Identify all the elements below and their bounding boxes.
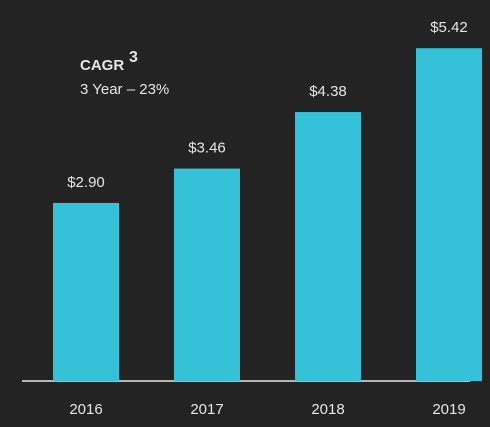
bar: [416, 48, 482, 381]
x-tick-label: 2018: [311, 401, 344, 418]
x-tick-label: 2019: [432, 401, 465, 418]
bar: [53, 202, 119, 381]
bar: [295, 112, 361, 382]
value-label: $5.42: [430, 19, 468, 36]
value-label: $2.90: [67, 174, 105, 191]
x-tick-label: 2016: [69, 401, 102, 418]
annotation-superscript: 3: [129, 49, 138, 66]
value-label: $4.38: [309, 83, 347, 100]
value-label: $3.46: [188, 140, 226, 157]
x-tick-label: 2017: [190, 401, 223, 418]
bar: [174, 168, 240, 381]
annotation-text: 3 Year – 23%: [80, 81, 169, 98]
annotation-title: CAGR: [80, 57, 124, 74]
